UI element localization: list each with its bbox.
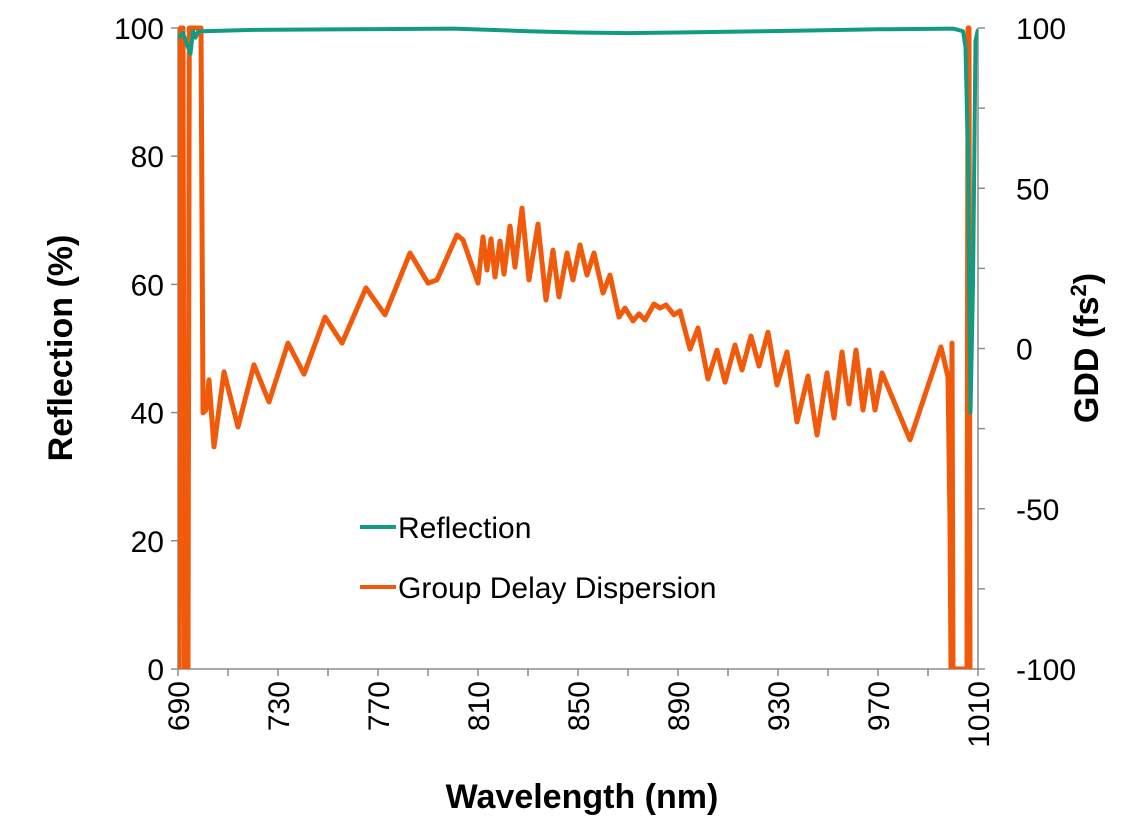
- legend-label-reflection: Reflection: [398, 512, 531, 545]
- tick-labels: 0 20 40 60 80 100 100 50 0 -50 -100 690 730 770 810 850…: [114, 13, 1076, 748]
- legend: Reflection Group Delay Dispersion: [360, 512, 716, 605]
- y2-tick-label: 100: [1016, 13, 1066, 46]
- legend-label-gdd: Group Delay Dispersion: [398, 572, 716, 605]
- y2-tick-label: 0: [1016, 334, 1033, 367]
- x-tick-label: 850: [563, 681, 596, 731]
- y-axis-title: Reflection (%): [42, 235, 80, 462]
- y-tick-label: 60: [131, 269, 164, 302]
- series-layer: [178, 25, 978, 669]
- y-tick-label: 80: [131, 141, 164, 174]
- y2-tick-label: -100: [1016, 654, 1076, 687]
- superscript: 2: [1066, 284, 1091, 296]
- x-axis-title: Wavelength (nm): [446, 778, 719, 816]
- x-tick-label: 890: [663, 681, 696, 731]
- y2-tick-label: 50: [1016, 173, 1049, 206]
- y-tick-label: 0: [147, 654, 164, 687]
- y-tick-label: 100: [114, 13, 164, 46]
- y2-tick-label: -50: [1016, 494, 1059, 527]
- x-tick-label: 810: [463, 681, 496, 731]
- x-tick-label: 1010: [963, 681, 996, 748]
- y-tick-label: 40: [131, 398, 164, 431]
- x-tick-label: 970: [863, 681, 896, 731]
- x-tick-label: 690: [163, 681, 196, 731]
- x-tick-label: 930: [763, 681, 796, 731]
- y-tick-label: 20: [131, 526, 164, 559]
- x-tick-label: 730: [263, 681, 296, 731]
- gdd-line: [178, 25, 973, 669]
- y2-axis-title: GDD (fs2): [1066, 273, 1107, 423]
- x-tick-label: 770: [363, 681, 396, 731]
- reflection-line: [178, 26, 978, 415]
